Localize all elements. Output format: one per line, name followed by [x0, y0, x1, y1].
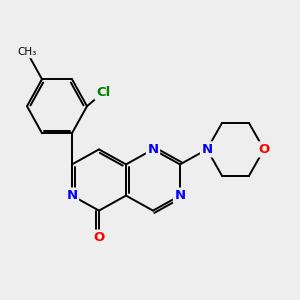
Text: CH₃: CH₃ — [17, 47, 37, 57]
Text: N: N — [66, 189, 78, 202]
Text: N: N — [147, 143, 159, 156]
Text: O: O — [258, 143, 270, 156]
Text: O: O — [93, 231, 105, 244]
Text: N: N — [174, 189, 186, 202]
Text: N: N — [201, 143, 213, 156]
Text: Cl: Cl — [96, 86, 110, 99]
